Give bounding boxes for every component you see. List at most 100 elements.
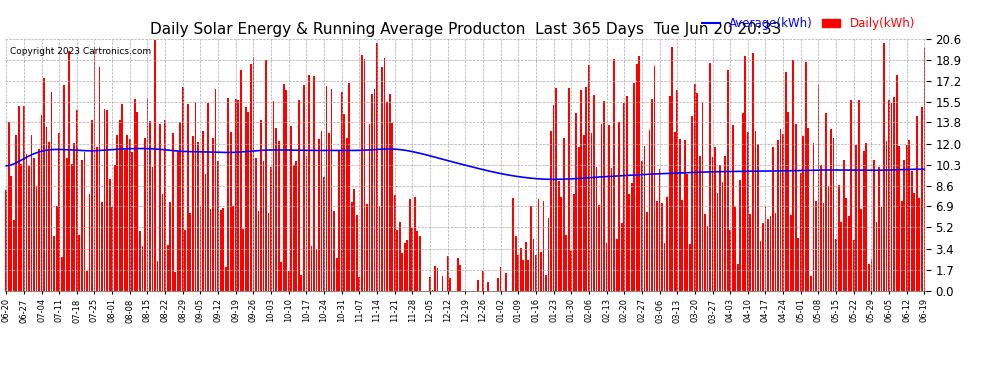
Bar — [341, 92, 343, 291]
Bar — [583, 135, 585, 291]
Bar — [250, 64, 251, 291]
Bar — [174, 272, 176, 291]
Bar — [353, 189, 355, 291]
Bar — [106, 110, 108, 291]
Bar — [122, 104, 123, 291]
Bar — [346, 138, 347, 291]
Bar — [252, 57, 254, 291]
Bar — [863, 151, 864, 291]
Bar — [26, 154, 28, 291]
Bar — [386, 102, 388, 291]
Bar — [841, 222, 842, 291]
Bar — [412, 228, 413, 291]
Bar — [161, 195, 163, 291]
Bar — [381, 67, 383, 291]
Bar — [707, 226, 708, 291]
Bar — [60, 257, 62, 291]
Bar — [873, 160, 875, 291]
Bar — [33, 158, 35, 291]
Bar — [260, 120, 262, 291]
Bar — [785, 72, 786, 291]
Bar — [419, 236, 421, 291]
Bar — [712, 157, 714, 291]
Bar — [631, 183, 633, 291]
Bar — [49, 142, 50, 291]
Bar — [570, 251, 572, 291]
Bar — [371, 94, 373, 291]
Bar — [487, 282, 489, 291]
Bar — [36, 186, 38, 291]
Bar — [326, 86, 328, 291]
Bar — [235, 99, 237, 291]
Bar — [772, 147, 774, 291]
Bar — [303, 85, 305, 291]
Bar — [886, 141, 887, 291]
Bar — [560, 197, 562, 291]
Bar — [243, 229, 245, 291]
Bar — [384, 58, 385, 291]
Bar — [691, 116, 693, 291]
Bar — [500, 267, 502, 291]
Bar — [39, 149, 40, 291]
Bar — [182, 87, 184, 291]
Bar — [878, 167, 880, 291]
Bar — [754, 131, 756, 291]
Bar — [805, 62, 807, 291]
Bar — [225, 267, 227, 291]
Bar — [497, 279, 499, 291]
Bar — [525, 243, 527, 291]
Bar — [202, 131, 204, 291]
Bar — [591, 132, 592, 291]
Bar — [71, 164, 72, 291]
Bar — [437, 268, 439, 291]
Bar — [916, 116, 918, 291]
Bar — [46, 126, 48, 291]
Bar — [166, 245, 168, 291]
Bar — [921, 106, 923, 291]
Bar — [197, 142, 199, 291]
Bar — [681, 200, 683, 291]
Bar — [228, 98, 229, 291]
Bar — [154, 40, 155, 291]
Bar — [730, 230, 731, 291]
Bar — [790, 215, 792, 291]
Bar — [552, 105, 554, 291]
Bar — [860, 209, 862, 291]
Bar — [179, 122, 181, 291]
Bar — [911, 171, 913, 291]
Bar — [55, 206, 57, 291]
Bar — [184, 230, 186, 291]
Bar — [555, 88, 557, 291]
Bar — [737, 264, 739, 291]
Bar — [914, 194, 915, 291]
Bar — [311, 246, 312, 291]
Bar — [350, 202, 352, 291]
Bar — [735, 207, 737, 291]
Bar — [663, 243, 665, 291]
Bar — [223, 208, 224, 291]
Bar — [898, 146, 900, 291]
Bar — [852, 240, 854, 291]
Bar — [762, 223, 764, 291]
Bar — [782, 134, 784, 291]
Bar — [86, 272, 88, 291]
Bar — [808, 128, 809, 291]
Bar — [588, 65, 590, 291]
Bar — [870, 259, 872, 291]
Bar — [740, 180, 742, 291]
Bar — [278, 141, 279, 291]
Bar — [409, 199, 411, 291]
Bar — [764, 206, 766, 291]
Bar — [262, 162, 264, 291]
Bar — [477, 280, 479, 291]
Bar — [608, 125, 610, 291]
Bar — [714, 147, 716, 291]
Bar — [573, 194, 574, 291]
Bar — [767, 219, 769, 291]
Bar — [888, 100, 890, 291]
Bar — [658, 169, 660, 291]
Bar — [391, 123, 393, 291]
Bar — [606, 243, 608, 291]
Bar — [725, 156, 726, 291]
Bar — [883, 43, 885, 291]
